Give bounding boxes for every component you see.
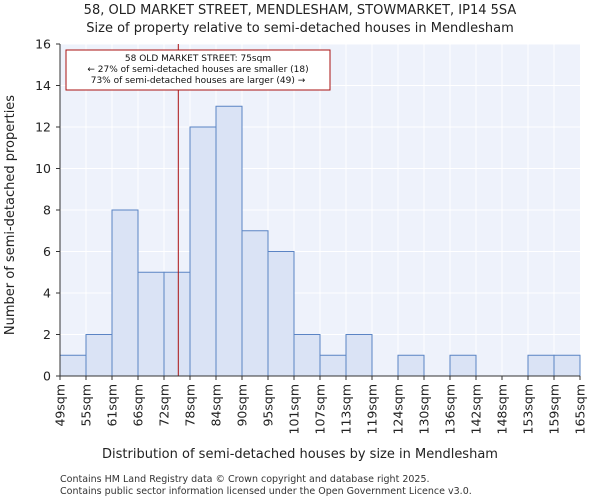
histogram-bar (397, 354, 425, 377)
x-tick-label: 95sqm (261, 384, 276, 427)
y-tick-label: 2 (43, 327, 51, 342)
y-tick-label: 8 (43, 203, 51, 218)
x-tick-label: 107sqm (313, 384, 328, 434)
histogram-bar (527, 354, 555, 377)
bars-group (59, 105, 581, 377)
histogram-bar (215, 105, 243, 377)
x-tick-label: 84sqm (209, 384, 224, 427)
histogram-bar (449, 354, 477, 377)
x-tick-labels: 49sqm 55sqm 61sqm 66sqm 72sqm 78sqm 84sqm 90sqm… (53, 376, 588, 434)
histogram-bar (241, 230, 269, 377)
annotation-line-2: ← 27% of semi-detached houses are smalle… (87, 65, 308, 75)
x-tick-label: 142sqm (469, 384, 484, 434)
y-tick-label: 0 (43, 369, 51, 384)
grid-lines (60, 43, 580, 376)
chart-subtitle: Size of property relative to semi-detach… (86, 21, 513, 36)
y-tick-labels: 0 2 4 6 8 10 12 14 16 (35, 37, 60, 384)
x-tick-label: 72sqm (157, 384, 172, 427)
x-tick-label: 61sqm (105, 384, 120, 427)
histogram-bar (111, 209, 139, 377)
x-tick-label: 101sqm (287, 384, 302, 434)
histogram-bar (189, 126, 217, 377)
x-tick-label: 55sqm (79, 384, 94, 427)
histogram-bar (319, 354, 347, 377)
x-tick-label: 148sqm (495, 384, 510, 434)
x-tick-label: 153sqm (521, 384, 536, 434)
y-tick-label: 4 (43, 286, 51, 301)
histogram-bar (59, 354, 87, 377)
x-tick-label: 124sqm (391, 384, 406, 434)
y-tick-label: 6 (43, 244, 51, 259)
y-tick-label: 16 (35, 37, 51, 52)
x-tick-label: 49sqm (53, 384, 68, 427)
x-tick-label: 90sqm (235, 384, 250, 427)
histogram-bar (345, 334, 373, 377)
y-tick-label: 14 (35, 78, 51, 93)
annotation-box (65, 49, 331, 91)
histogram-bar (137, 271, 165, 377)
annotation-line-1: 58 OLD MARKET STREET: 75sqm (125, 54, 271, 64)
x-tick-label: 165sqm (573, 384, 588, 434)
x-tick-label: 66sqm (131, 384, 146, 427)
y-tick-label: 12 (35, 120, 51, 135)
chart-title: 58, OLD MARKET STREET, MENDLESHAM, STOWM… (84, 3, 517, 18)
y-tick-label: 10 (35, 161, 51, 176)
x-tick-label: 113sqm (339, 384, 354, 434)
x-tick-label: 119sqm (365, 384, 380, 434)
y-axis-label: Number of semi-detached properties (3, 95, 18, 335)
histogram-bar (163, 271, 191, 377)
histogram-bar (553, 354, 581, 377)
x-tick-label: 136sqm (443, 384, 458, 434)
footer-line-1: Contains HM Land Registry data © Crown c… (60, 474, 430, 485)
x-tick-label: 130sqm (417, 384, 432, 434)
x-axis-label: Distribution of semi-detached houses by … (102, 447, 498, 462)
x-tick-label: 78sqm (183, 384, 198, 427)
histogram-bar (85, 334, 113, 377)
histogram-bar (267, 251, 295, 377)
histogram-bar (293, 334, 321, 377)
x-tick-label: 159sqm (547, 384, 562, 434)
footer-line-2: Contains public sector information licen… (60, 486, 472, 497)
annotation-line-3: 73% of semi-detached houses are larger (… (91, 76, 306, 86)
